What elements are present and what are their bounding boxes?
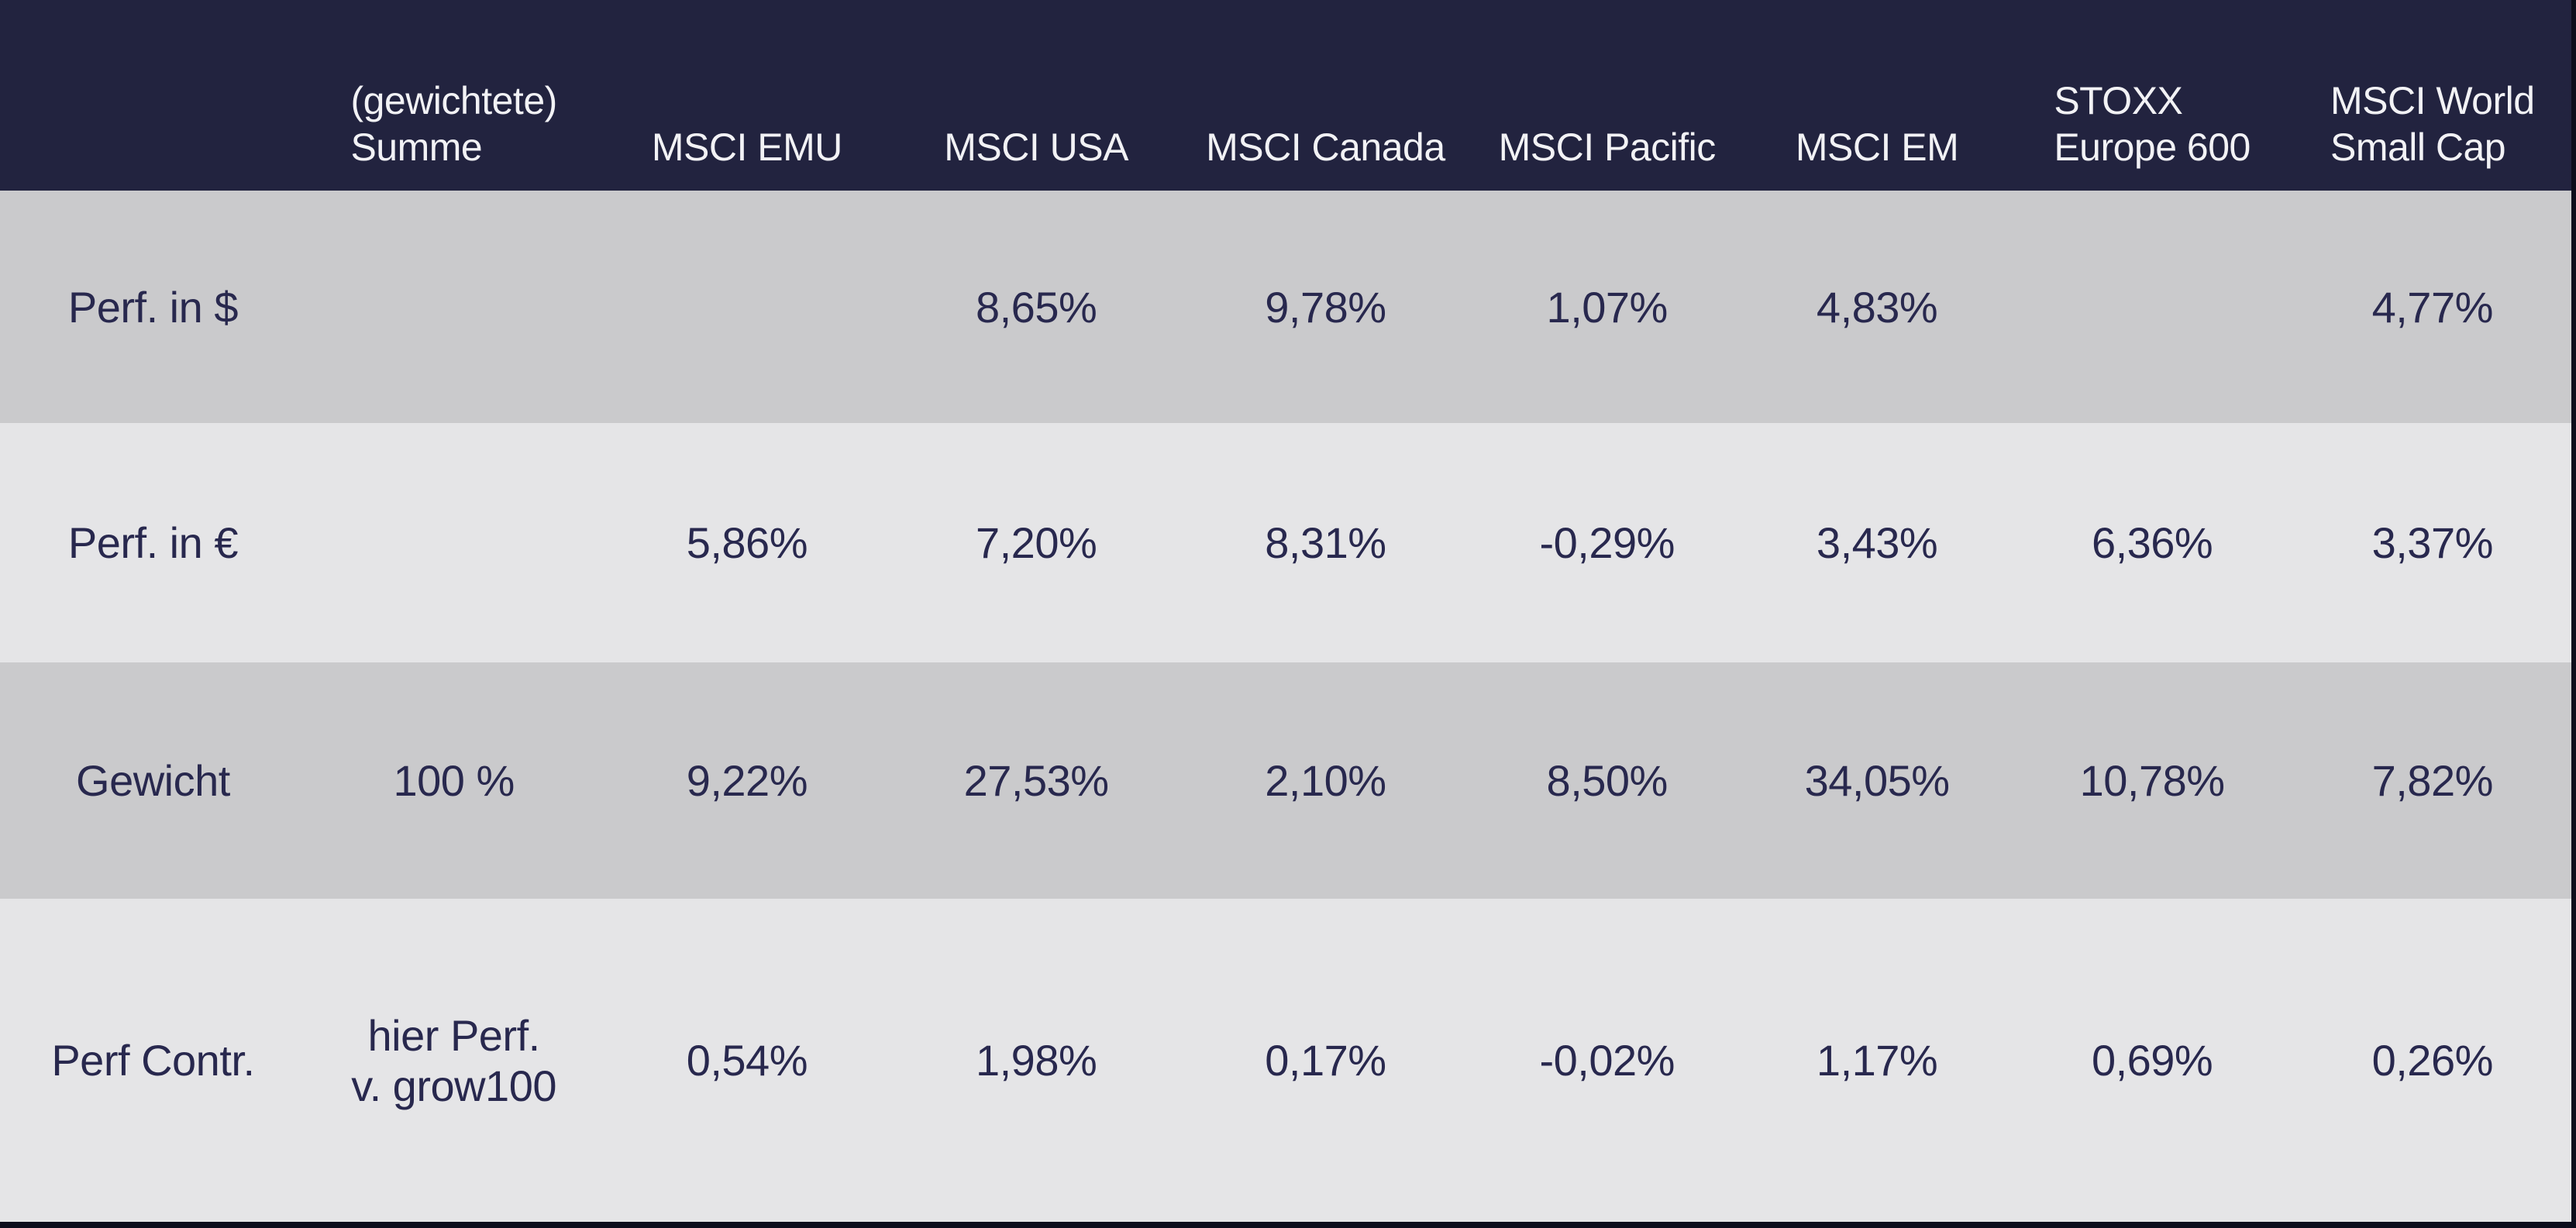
cell-msci-world-small-cap: 3,37%	[2371, 518, 2494, 567]
header-cell-msci-usa: MSCI USA	[892, 0, 1180, 191]
header-line: Europe 600	[2054, 126, 2251, 169]
cell-msci-emu: 5,86%	[686, 518, 808, 567]
cell-msci-world-small-cap: 4,77%	[2371, 282, 2494, 332]
cell-stoxx-europe-600: 0,69%	[2091, 1036, 2213, 1085]
header-cell-stoxx-europe-600: STOXX Europe 600	[2011, 0, 2294, 191]
cell-msci-pacific: -0,02%	[1539, 1036, 1675, 1085]
cell-msci-usa: 8,65%	[975, 282, 1097, 332]
cell-msci-pacific: 1,07%	[1546, 282, 1669, 332]
header-cell-msci-canada: MSCI Canada	[1180, 0, 1471, 191]
header-line: Small Cap	[2330, 126, 2506, 169]
cell-msci-em: 4,83%	[1816, 282, 1938, 332]
header-cell-msci-emu: MSCI EMU	[601, 0, 892, 191]
row-label: Perf. in $	[67, 282, 239, 332]
header-cell-msci-pacific: MSCI Pacific	[1471, 0, 1744, 191]
cell-msci-emu: 0,54%	[686, 1036, 808, 1085]
cell-msci-em: 1,17%	[1816, 1036, 1938, 1085]
table-header-row: (gewichtete) Summe MSCI EMU MSCI USA MSC…	[0, 0, 2571, 191]
header-label: MSCI EMU	[651, 126, 843, 169]
cell-msci-canada: 2,10%	[1265, 756, 1386, 805]
cell-msci-pacific: 8,50%	[1546, 756, 1669, 805]
cell-msci-emu: 9,22%	[686, 756, 808, 805]
cell-msci-usa: 1,98%	[975, 1036, 1097, 1085]
cell-summe	[306, 423, 602, 662]
cell-summe: 100 %	[393, 756, 515, 805]
header-label: MSCI USA	[944, 126, 1128, 169]
row-label: Gewicht	[76, 756, 230, 805]
header-line: Summe	[350, 126, 483, 169]
cell-msci-emu	[601, 191, 892, 423]
header-line: STOXX	[2054, 79, 2183, 122]
header-label: MSCI EM	[1795, 126, 1959, 169]
header-cell-msci-world-small-cap: MSCI World Small Cap	[2294, 0, 2571, 191]
cell-stoxx-europe-600	[2011, 191, 2294, 423]
cell-msci-canada: 0,17%	[1265, 1036, 1386, 1085]
header-label: MSCI Canada	[1206, 126, 1445, 169]
row-label: Perf Contr.	[51, 1036, 255, 1085]
note-line: hier Perf.	[367, 1010, 541, 1060]
header-cell-gewichtete-summe: (gewichtete) Summe	[306, 0, 602, 191]
header-cell-msci-em: MSCI EM	[1744, 0, 2011, 191]
header-line: MSCI World	[2330, 79, 2535, 122]
table-row-perf-in-usd: Perf. in $ 8,65% 9,78% 1,07% 4,83% 4,77%	[0, 191, 2571, 423]
cell-msci-pacific: -0,29%	[1539, 518, 1675, 567]
table-row-perf-in-eur: Perf. in € 5,86% 7,20% 8,31% -0,29% 3,43…	[0, 423, 2571, 662]
cell-summe-note: hier Perf. v. grow100	[306, 899, 602, 1222]
cell-msci-usa: 27,53%	[963, 756, 1109, 805]
header-cell-empty	[0, 0, 306, 191]
cell-msci-canada: 8,31%	[1265, 518, 1386, 567]
cell-msci-em: 34,05%	[1804, 756, 1950, 805]
header-line: (gewichtete)	[350, 79, 557, 122]
cell-msci-usa: 7,20%	[975, 518, 1097, 567]
note-line: v. grow100	[351, 1061, 556, 1110]
cell-stoxx-europe-600: 10,78%	[2079, 756, 2225, 805]
cell-summe	[306, 191, 602, 423]
header-label: MSCI Pacific	[1498, 126, 1717, 169]
table-row-gewicht: Gewicht 100 % 9,22% 27,53% 2,10% 8,50% 3…	[0, 662, 2571, 899]
row-label: Perf. in €	[67, 518, 239, 567]
table-row-perf-contr: Perf Contr. hier Perf. v. grow100 0,54% …	[0, 899, 2571, 1222]
cell-msci-canada: 9,78%	[1265, 282, 1386, 332]
cell-msci-em: 3,43%	[1816, 518, 1938, 567]
cell-msci-world-small-cap: 0,26%	[2371, 1036, 2494, 1085]
cell-stoxx-europe-600: 6,36%	[2091, 518, 2213, 567]
cell-msci-world-small-cap: 7,82%	[2371, 756, 2494, 805]
